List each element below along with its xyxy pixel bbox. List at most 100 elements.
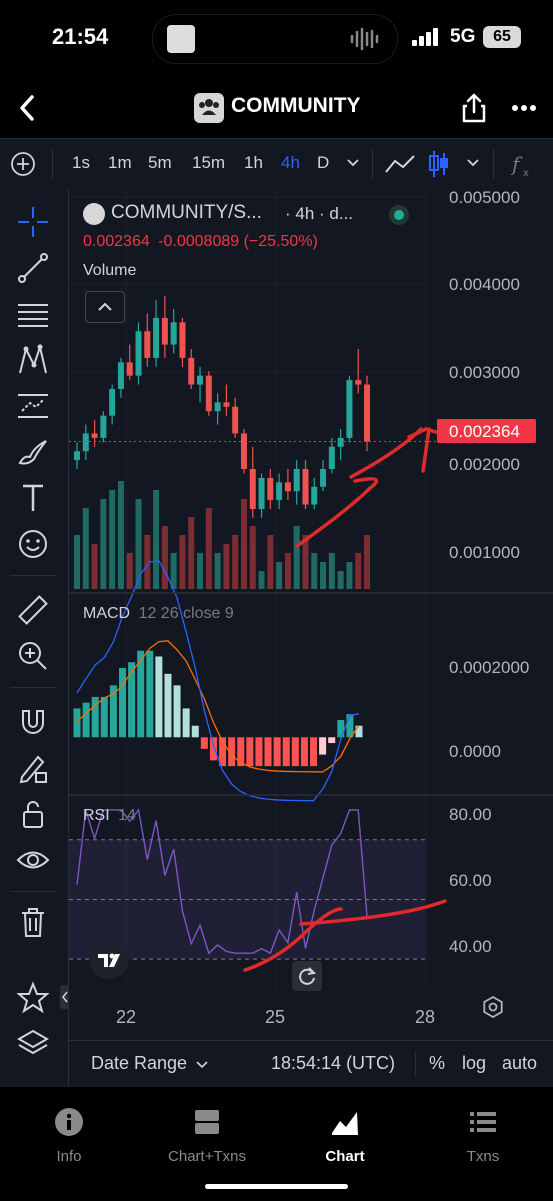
candle-body bbox=[249, 469, 256, 509]
auto-scale-toggle[interactable]: auto bbox=[502, 1053, 538, 1073]
more-options-icon[interactable] bbox=[512, 104, 536, 112]
status-bar: 21:54 5G 65 bbox=[0, 0, 553, 78]
line-chart-icon[interactable] bbox=[384, 152, 416, 176]
volume-bar bbox=[364, 535, 370, 589]
candle-body bbox=[135, 331, 142, 376]
back-arrow-icon[interactable] bbox=[14, 92, 42, 124]
chart-area[interactable]: 0.005000 0.004000 0.003000 0.002000 0.00… bbox=[69, 189, 553, 1086]
last-price-label: 0.002364 bbox=[449, 422, 520, 441]
refresh-icon bbox=[299, 967, 317, 985]
date-range-button[interactable]: Date Range bbox=[91, 1053, 208, 1074]
prediction-tool-icon[interactable] bbox=[16, 389, 50, 423]
price-tick: 0.001000 bbox=[449, 543, 520, 562]
macd-histogram-bar bbox=[282, 737, 290, 767]
add-symbol-icon[interactable] bbox=[10, 151, 36, 177]
candle-body bbox=[337, 437, 344, 447]
tradingview-logo-icon bbox=[98, 953, 120, 967]
macd-histogram-bar bbox=[355, 725, 363, 738]
candles-icon[interactable] bbox=[428, 149, 450, 179]
toolbar-divider bbox=[52, 149, 53, 179]
collapse-toolbar-handle[interactable] bbox=[60, 985, 70, 1009]
tab-info[interactable]: Info bbox=[0, 1107, 138, 1165]
layers-icon[interactable] bbox=[16, 1027, 50, 1061]
candle-body bbox=[91, 433, 98, 438]
status-time: 21:54 bbox=[52, 24, 109, 49]
volume-bar bbox=[188, 517, 195, 589]
chart-canvas[interactable]: 0.005000 0.004000 0.003000 0.002000 0.00… bbox=[69, 189, 553, 1040]
candle-body bbox=[276, 482, 283, 501]
candle-body bbox=[153, 317, 160, 358]
percent-toggle[interactable]: % bbox=[429, 1053, 446, 1073]
emoji-icon[interactable] bbox=[16, 527, 50, 561]
macd-histogram-bar bbox=[182, 708, 190, 738]
crosshair-icon[interactable] bbox=[16, 205, 50, 239]
interval-1h[interactable]: 1h bbox=[244, 153, 263, 172]
share-icon[interactable] bbox=[460, 92, 488, 124]
macd-histogram-bar bbox=[291, 737, 299, 767]
macd-histogram-bar bbox=[200, 737, 208, 749]
interval-4h[interactable]: 4h bbox=[281, 153, 300, 172]
text-tool-icon[interactable] bbox=[16, 481, 50, 515]
time-tick: 25 bbox=[265, 1007, 285, 1027]
tool-divider bbox=[10, 891, 56, 892]
macd-histogram-bar bbox=[228, 737, 236, 767]
tab-label: Info bbox=[56, 1148, 82, 1165]
macd-histogram-bar bbox=[118, 668, 126, 738]
fib-retracement-icon[interactable] bbox=[16, 297, 50, 331]
legend-change: -0.0008089 bbox=[158, 233, 240, 250]
cellular-signal-icon bbox=[412, 28, 438, 46]
chevron-down-icon[interactable] bbox=[466, 158, 480, 168]
volume-bar bbox=[100, 499, 107, 589]
macd-histogram-bar bbox=[310, 737, 318, 767]
volume-bar bbox=[284, 553, 291, 589]
magnet-icon[interactable] bbox=[16, 705, 50, 739]
macd-histogram-bar bbox=[109, 685, 117, 738]
macd-histogram-bar bbox=[328, 737, 336, 744]
candle-body bbox=[223, 402, 230, 407]
candle-body bbox=[144, 331, 151, 358]
date-range-label: Date Range bbox=[91, 1053, 188, 1073]
volume-bar bbox=[153, 490, 160, 589]
zoom-in-icon[interactable] bbox=[16, 639, 50, 673]
token-avatar bbox=[194, 93, 224, 123]
interval-1m[interactable]: 1m bbox=[108, 153, 132, 172]
log-toggle[interactable]: log bbox=[462, 1053, 487, 1073]
tradingview-logo[interactable] bbox=[89, 939, 129, 979]
tab-txns[interactable]: Txns bbox=[414, 1107, 552, 1165]
volume-bar bbox=[249, 526, 256, 589]
ruler-icon[interactable] bbox=[16, 593, 50, 627]
trend-line-icon[interactable] bbox=[16, 251, 50, 285]
reset-chart-button[interactable] bbox=[292, 961, 322, 991]
chevron-down-icon[interactable] bbox=[346, 158, 360, 168]
symbol-name[interactable]: COMMUNITY/S... bbox=[111, 202, 262, 223]
interval-5m[interactable]: 5m bbox=[148, 153, 172, 172]
pattern-tool-icon[interactable] bbox=[16, 343, 50, 377]
volume-bar bbox=[214, 553, 221, 589]
interval-15m[interactable]: 15m bbox=[192, 153, 226, 172]
tab-chart[interactable]: Chart bbox=[276, 1107, 414, 1165]
interval-1s[interactable]: 1s bbox=[72, 153, 90, 172]
candle-body bbox=[205, 375, 212, 412]
brush-icon[interactable] bbox=[16, 435, 50, 469]
volume-bar bbox=[355, 553, 362, 589]
lock-drawing-icon[interactable] bbox=[16, 751, 50, 785]
trash-icon[interactable] bbox=[16, 905, 50, 939]
volume-bar bbox=[74, 535, 80, 589]
chevron-down-icon bbox=[196, 1061, 208, 1069]
chart-settings-icon[interactable] bbox=[483, 995, 503, 1019]
candle-body bbox=[100, 415, 107, 438]
legend-change-pct: (−25.50%) bbox=[243, 233, 318, 250]
dynamic-island bbox=[152, 14, 398, 64]
tab-chart-txns[interactable]: Chart+Txns bbox=[138, 1107, 276, 1165]
star-icon[interactable] bbox=[16, 981, 50, 1015]
unlock-icon[interactable] bbox=[16, 797, 50, 831]
collapse-legend-button[interactable] bbox=[85, 291, 125, 323]
interval-1d[interactable]: D bbox=[317, 153, 330, 172]
chart-footer: Date Range 18:54:14 (UTC) % log auto bbox=[69, 1040, 553, 1087]
eye-icon[interactable] bbox=[16, 843, 50, 877]
volume-bar bbox=[161, 526, 168, 589]
indicators-fx-icon[interactable]: f x bbox=[510, 151, 536, 179]
utc-clock[interactable]: 18:54:14 (UTC) bbox=[271, 1053, 396, 1073]
tab-label: Chart bbox=[325, 1148, 365, 1165]
price-tick: 0.004000 bbox=[449, 275, 520, 294]
